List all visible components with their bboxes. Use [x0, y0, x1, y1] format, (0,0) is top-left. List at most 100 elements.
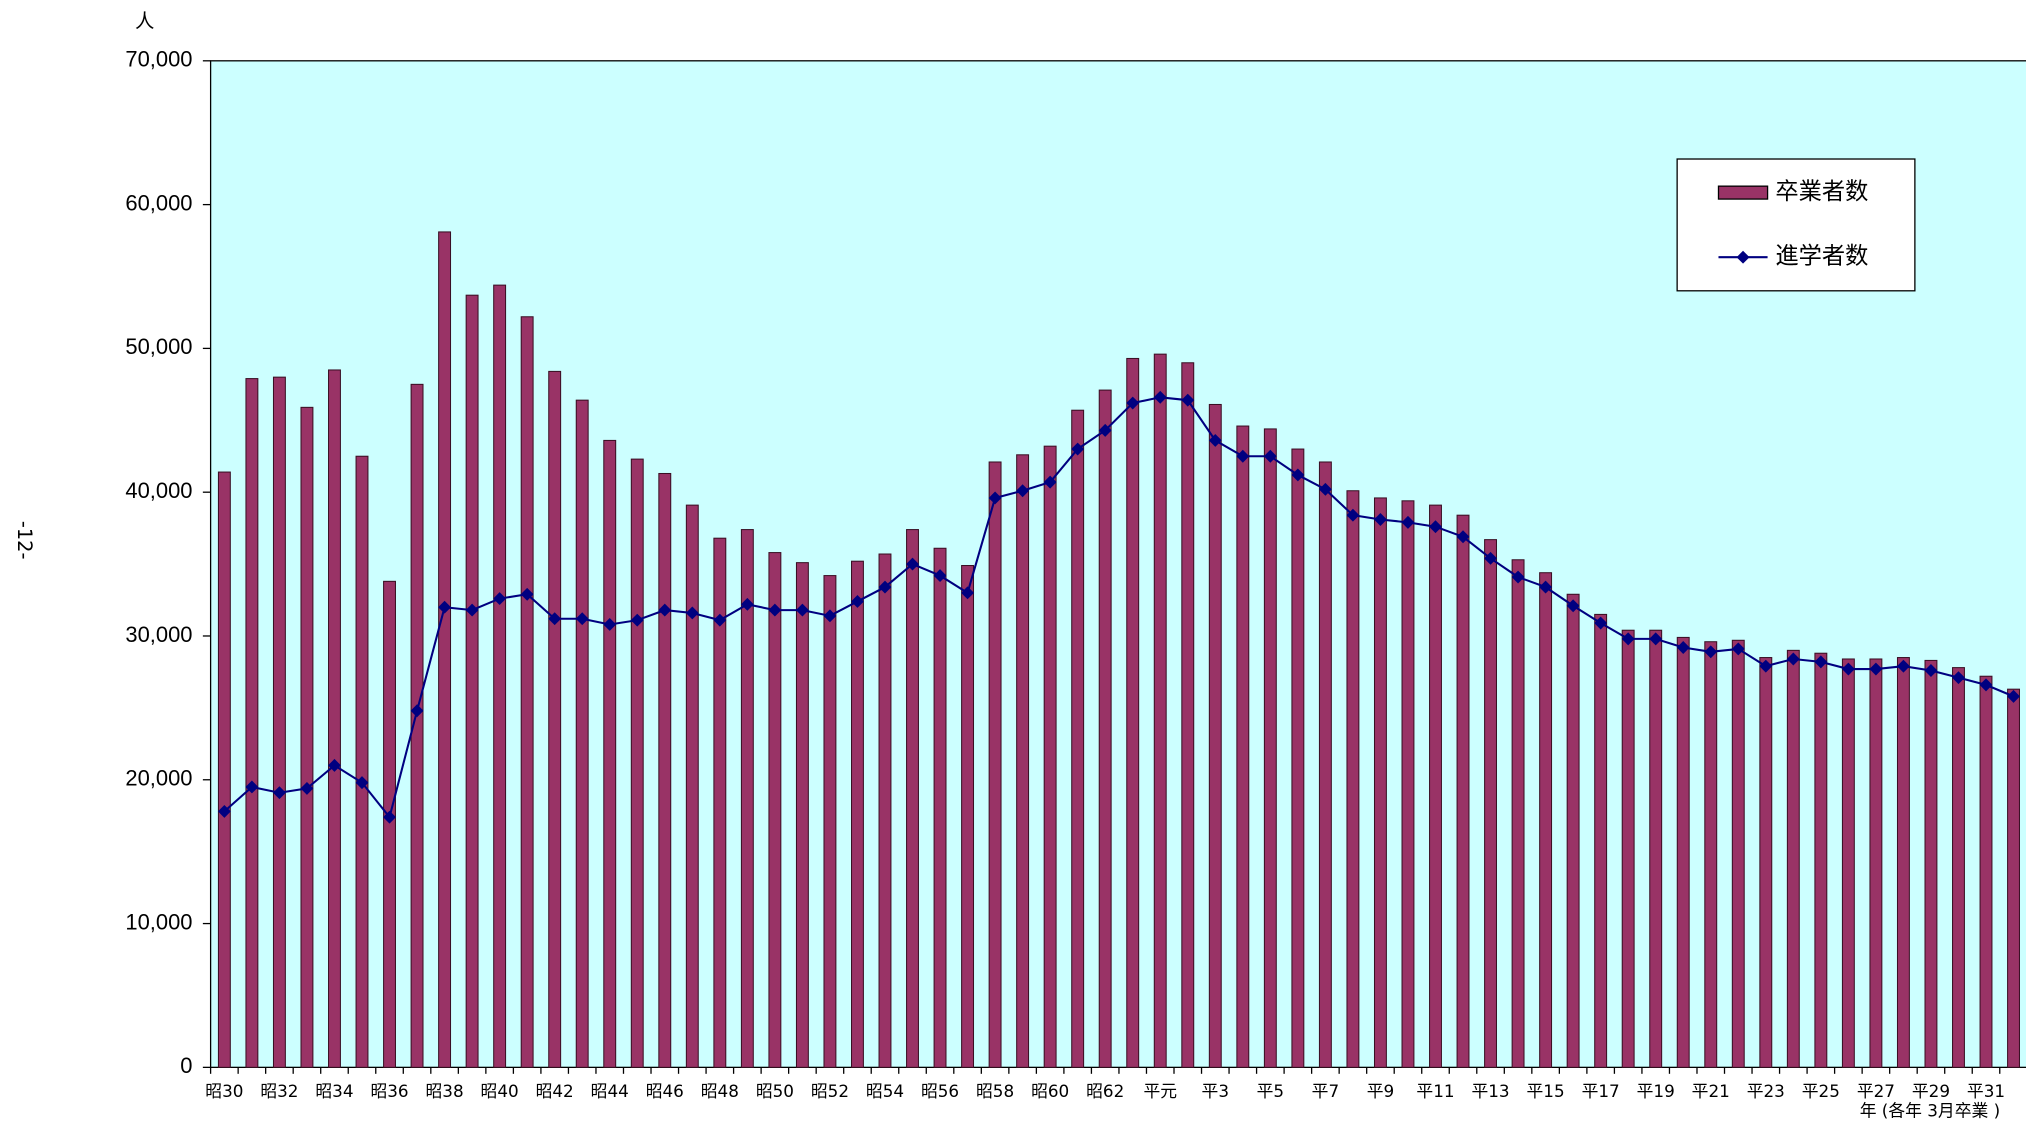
marker — [1208, 433, 1222, 447]
y-tick-label: 10,000 — [125, 909, 192, 934]
bar — [1126, 357, 1140, 1068]
y-tick-label: 0 — [180, 1053, 192, 1078]
marker — [961, 586, 975, 600]
legend-label: 進学者数 — [1775, 243, 1868, 270]
marker — [1236, 449, 1250, 463]
bar — [217, 471, 231, 1068]
legend-swatch — [1717, 185, 1769, 200]
marker — [383, 810, 396, 824]
marker — [878, 580, 892, 594]
bar — [1043, 445, 1057, 1068]
marker — [1539, 580, 1553, 594]
x-tick-label: 昭50 — [756, 1081, 794, 1101]
bar — [1649, 629, 1663, 1068]
bar — [575, 399, 589, 1068]
bar — [1896, 657, 1910, 1068]
x-tick-label: 平19 — [1637, 1081, 1675, 1101]
bar — [823, 575, 837, 1068]
bar — [906, 529, 919, 1068]
marker — [1373, 513, 1387, 526]
x-tick-label: 昭62 — [1086, 1081, 1124, 1101]
marker — [410, 704, 424, 718]
marker — [1786, 652, 1800, 666]
bar — [1373, 497, 1387, 1068]
x-tick-label: 昭34 — [315, 1081, 353, 1101]
marker — [465, 603, 479, 617]
bar — [1208, 403, 1222, 1068]
y-tick-label: 60,000 — [125, 190, 192, 215]
bar — [1291, 448, 1305, 1068]
y-tick-label: 30,000 — [125, 622, 192, 647]
bar — [1786, 649, 1800, 1068]
bar — [328, 369, 341, 1068]
marker — [1043, 475, 1057, 489]
marker — [1979, 678, 1993, 692]
legend-box — [1676, 158, 1916, 292]
bar — [1484, 539, 1498, 1068]
bar — [1539, 572, 1553, 1068]
x-tick-label: 平7 — [1312, 1081, 1339, 1101]
bar — [1318, 461, 1332, 1068]
marker — [988, 491, 1002, 505]
page-note: -12- — [13, 521, 36, 560]
marker — [1566, 599, 1580, 613]
x-tick-label: 平3 — [1202, 1081, 1229, 1101]
bar — [383, 580, 396, 1068]
marker — [1071, 442, 1085, 456]
marker — [575, 612, 589, 626]
bar — [1759, 657, 1773, 1068]
x-tick-label: 平11 — [1416, 1081, 1454, 1101]
bar — [603, 439, 617, 1068]
y-tick-label: 20,000 — [125, 766, 192, 791]
bar — [768, 552, 782, 1068]
bar — [1594, 613, 1608, 1068]
marker — [658, 603, 672, 617]
bar — [355, 455, 369, 1068]
bar — [1841, 658, 1855, 1068]
bar — [1153, 353, 1167, 1068]
marker — [1594, 616, 1608, 630]
legend-label: 卒業者数 — [1775, 178, 1868, 205]
x-tick-label: 昭60 — [1031, 1081, 1069, 1101]
bar — [1511, 559, 1525, 1068]
bar — [988, 461, 1002, 1068]
bar — [300, 406, 314, 1068]
bar — [1456, 514, 1470, 1068]
x-tick-label: 昭58 — [976, 1081, 1014, 1101]
marker — [2007, 689, 2020, 703]
x-tick-label: 平9 — [1367, 1081, 1394, 1101]
bar — [1979, 675, 1993, 1068]
bar — [685, 504, 699, 1068]
x-tick-label: 平5 — [1257, 1081, 1284, 1101]
y-tick-label: 50,000 — [125, 334, 192, 359]
bar — [1952, 667, 1965, 1068]
marker — [1346, 508, 1360, 522]
bar — [272, 376, 286, 1068]
bar — [245, 378, 259, 1068]
marker — [795, 603, 809, 617]
bar — [878, 553, 892, 1068]
marker — [1511, 570, 1525, 584]
bar — [1181, 362, 1195, 1068]
bar — [410, 383, 424, 1068]
marker — [1153, 390, 1167, 404]
marker — [1841, 662, 1855, 676]
marker — [906, 557, 919, 571]
bar — [933, 547, 947, 1068]
x-tick-label: 昭46 — [646, 1081, 684, 1101]
bar — [493, 284, 507, 1068]
x-tick-label: 昭56 — [921, 1081, 959, 1101]
x-tick-label: 昭48 — [701, 1081, 739, 1101]
marker — [1263, 449, 1277, 463]
x-tick-label: 平23 — [1747, 1081, 1785, 1101]
x-tick-label: 平27 — [1857, 1081, 1895, 1101]
x-axis-label: 年 (各年 3月卒業 ) — [1860, 1100, 2000, 1120]
x-tick-label: 昭30 — [205, 1081, 243, 1101]
bar — [850, 560, 864, 1068]
x-tick-label: 平17 — [1582, 1081, 1620, 1101]
x-tick-label: 平15 — [1527, 1081, 1565, 1101]
bar — [1071, 409, 1085, 1068]
x-tick-label: 平21 — [1692, 1081, 1730, 1101]
